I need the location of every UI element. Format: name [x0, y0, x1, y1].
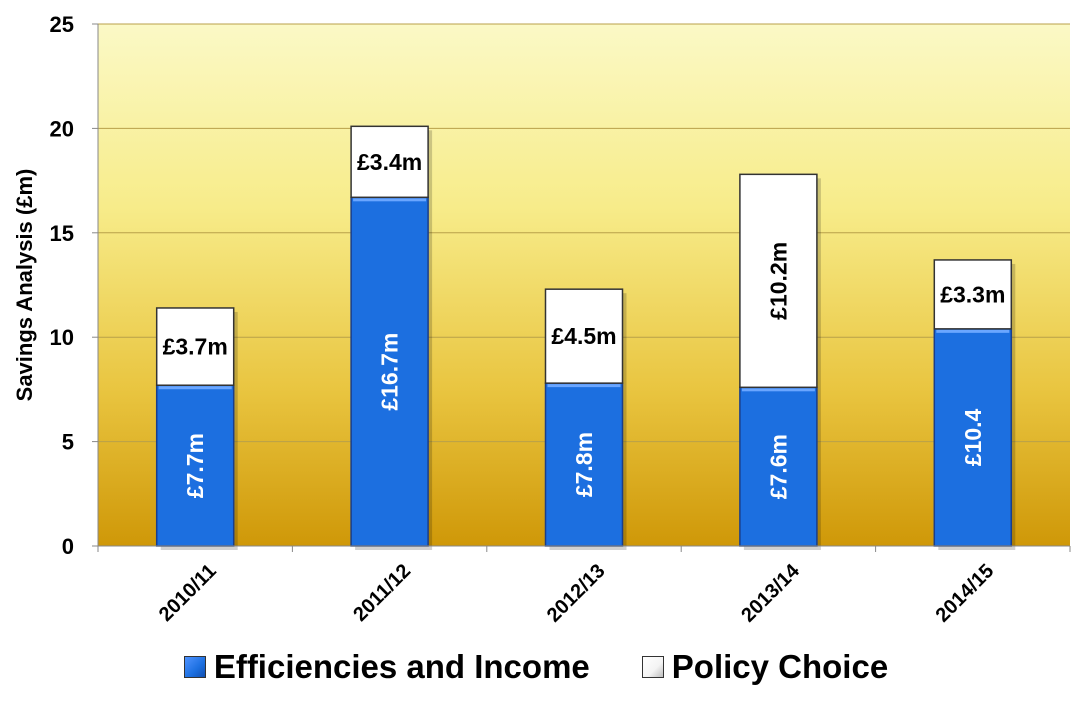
data-label-efficiencies: £10.4	[960, 408, 986, 466]
bar-efficiencies	[350, 196, 429, 547]
legend-swatch-efficiencies	[183, 656, 206, 678]
legend-swatch-policy	[641, 656, 664, 678]
bar-efficiencies-highlight	[158, 386, 232, 390]
x-tick-label: 2012/13	[543, 560, 610, 627]
x-tick-label: 2013/14	[737, 559, 804, 626]
y-axis-label: Savings Analysis (£m)	[12, 169, 37, 402]
data-label-efficiencies: £7.6m	[765, 434, 791, 499]
bar-efficiencies-highlight	[936, 329, 1010, 333]
legend-label-efficiencies: Efficiencies and Income	[213, 648, 590, 685]
legend-item-efficiencies: Efficiencies and Income	[183, 648, 590, 686]
data-label-policy: £4.5m	[551, 323, 616, 349]
bar-policy	[933, 259, 1013, 330]
y-tick-label: 20	[50, 116, 74, 141]
bar-efficiencies-highlight	[741, 388, 815, 392]
legend-item-policy: Policy Choice	[641, 648, 889, 686]
y-tick-label: 0	[62, 534, 74, 559]
data-label-policy: £3.7m	[163, 334, 228, 360]
bar-efficiencies	[155, 384, 235, 547]
bars	[155, 125, 1016, 550]
data-label-policy: £10.2m	[765, 242, 791, 320]
legend: Efficiencies and Income Policy Choice	[0, 648, 1072, 686]
bar-efficiencies	[739, 386, 818, 547]
data-label-efficiencies: £16.7m	[377, 333, 403, 411]
savings-chart: 0 5 10 15 20 25 2010/11 2011/12 2012/13 2013/14 20…	[12, 12, 1071, 627]
y-tick-label: 15	[50, 221, 74, 246]
bar-efficiencies-highlight	[547, 384, 621, 388]
x-tick-label: 2014/15	[932, 560, 999, 627]
x-tick-label: 2010/11	[155, 560, 221, 626]
data-label-policy: £3.4m	[357, 149, 422, 175]
bar-policy	[350, 125, 429, 199]
x-tick-label: 2011/12	[349, 560, 415, 626]
y-tick-label: 25	[50, 12, 74, 37]
y-tick-label: 5	[62, 430, 74, 455]
y-tick-label: 10	[50, 325, 74, 350]
labels: £7.7m £3.7m £16.7m £3.4m £7.8m £4.5m £7.6m £10.…	[163, 149, 1006, 499]
legend-label-policy: Policy Choice	[671, 648, 889, 685]
bar-policy	[739, 173, 818, 389]
data-label-policy: £3.3m	[940, 281, 1005, 307]
bar-policy	[544, 288, 624, 384]
data-label-efficiencies: £7.7m	[182, 433, 208, 498]
bar-policy	[155, 307, 235, 386]
bar-efficiencies-highlight	[353, 198, 427, 202]
data-label-efficiencies: £7.8m	[571, 432, 597, 497]
bar-efficiencies	[933, 328, 1013, 547]
